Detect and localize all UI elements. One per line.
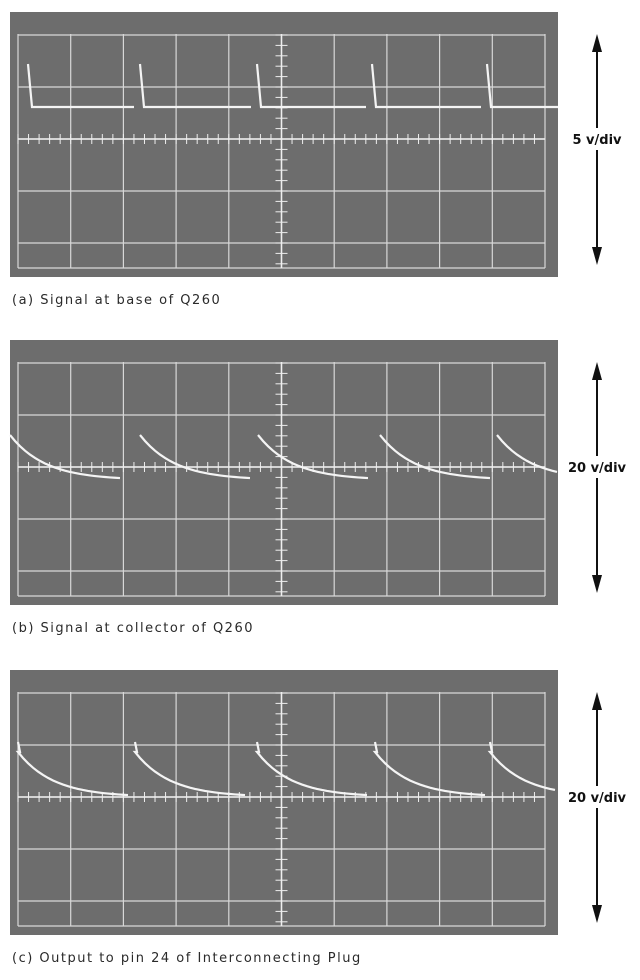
- scope-photo: 5 v/div (a) Signal at base of Q260: [10, 12, 635, 308]
- caption: (a) Signal at base of Q260: [12, 293, 221, 308]
- scale-label: 20 v/div: [568, 461, 627, 476]
- screen: [10, 12, 558, 277]
- caption: (b) Signal at collector of Q260: [12, 621, 254, 636]
- scale-label: 5 v/div: [572, 133, 622, 148]
- screen: [10, 670, 558, 935]
- page: 5 v/div (a) Signal at base of Q260 20 v/di…: [0, 0, 640, 980]
- arrow-head: [592, 692, 602, 710]
- screen: [10, 340, 558, 605]
- caption: (c) Output to pin 24 of Interconnecting …: [12, 951, 362, 966]
- scope-photo: 20 v/div (b) Signal at collector of Q260: [10, 340, 635, 636]
- arrow-head: [592, 575, 602, 593]
- arrow-head: [592, 247, 602, 265]
- arrow-head: [592, 34, 602, 52]
- scope-photo: 20 v/div (c) Output to pin 24 of Intercon…: [10, 670, 635, 966]
- arrow-head: [592, 905, 602, 923]
- scale-label: 20 v/div: [568, 791, 627, 806]
- document: 5 v/div (a) Signal at base of Q260 20 v/di…: [0, 0, 640, 980]
- arrow-head: [592, 362, 602, 380]
